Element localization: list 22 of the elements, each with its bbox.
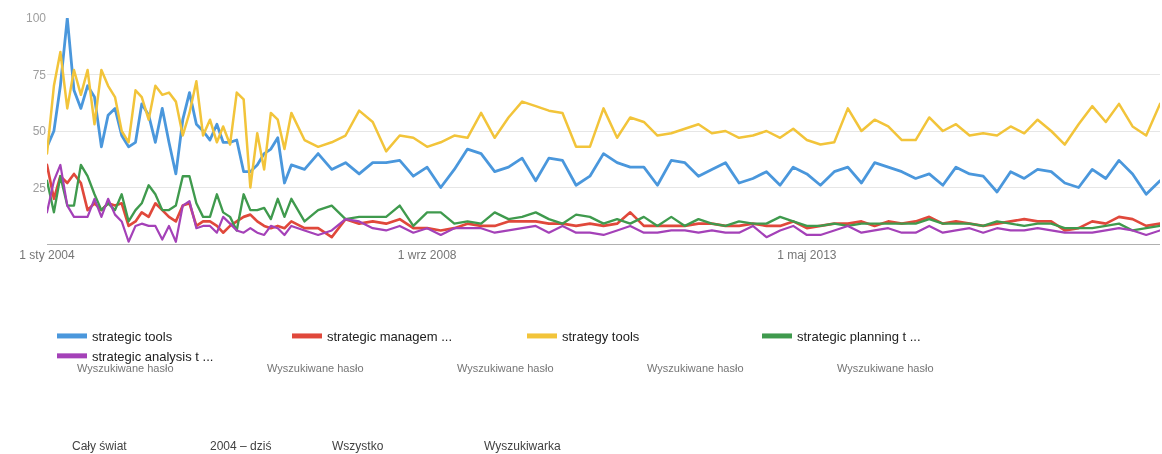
line-series [47, 50, 1160, 189]
y-tick-label: 25 [32, 180, 47, 195]
text: Wyszukiwane hasło [837, 362, 934, 374]
x-tick-label: 1 wrz 2008 [397, 248, 457, 263]
x-tick-label: 1 maj 2013 [777, 248, 837, 263]
text: Wszystko [332, 439, 384, 453]
y-tick-label: 75 [32, 67, 47, 82]
legend-label: strategic managem ... [327, 329, 452, 345]
legend-label: strategic tools [92, 329, 173, 345]
text: Wyszukiwane hasło [647, 362, 744, 374]
line-series [47, 18, 1160, 196]
legend-label: strategic analysis t ... [92, 348, 214, 364]
y-tick-label: 100 [25, 11, 47, 26]
y-tick-label: 50 [32, 124, 47, 139]
text: Wyszukiwane hasło [267, 362, 364, 374]
x-tick-label: 1 sty 2004 [19, 248, 76, 263]
text: Wyszukiwarka [484, 439, 561, 453]
text: 2004 – dziś [210, 439, 272, 453]
legend-label: strategy tools [562, 329, 640, 345]
text: Wyszukiwane hasło [457, 362, 554, 374]
text: Cały świat [72, 439, 128, 453]
legend-label: strategic planning t ... [797, 329, 921, 345]
